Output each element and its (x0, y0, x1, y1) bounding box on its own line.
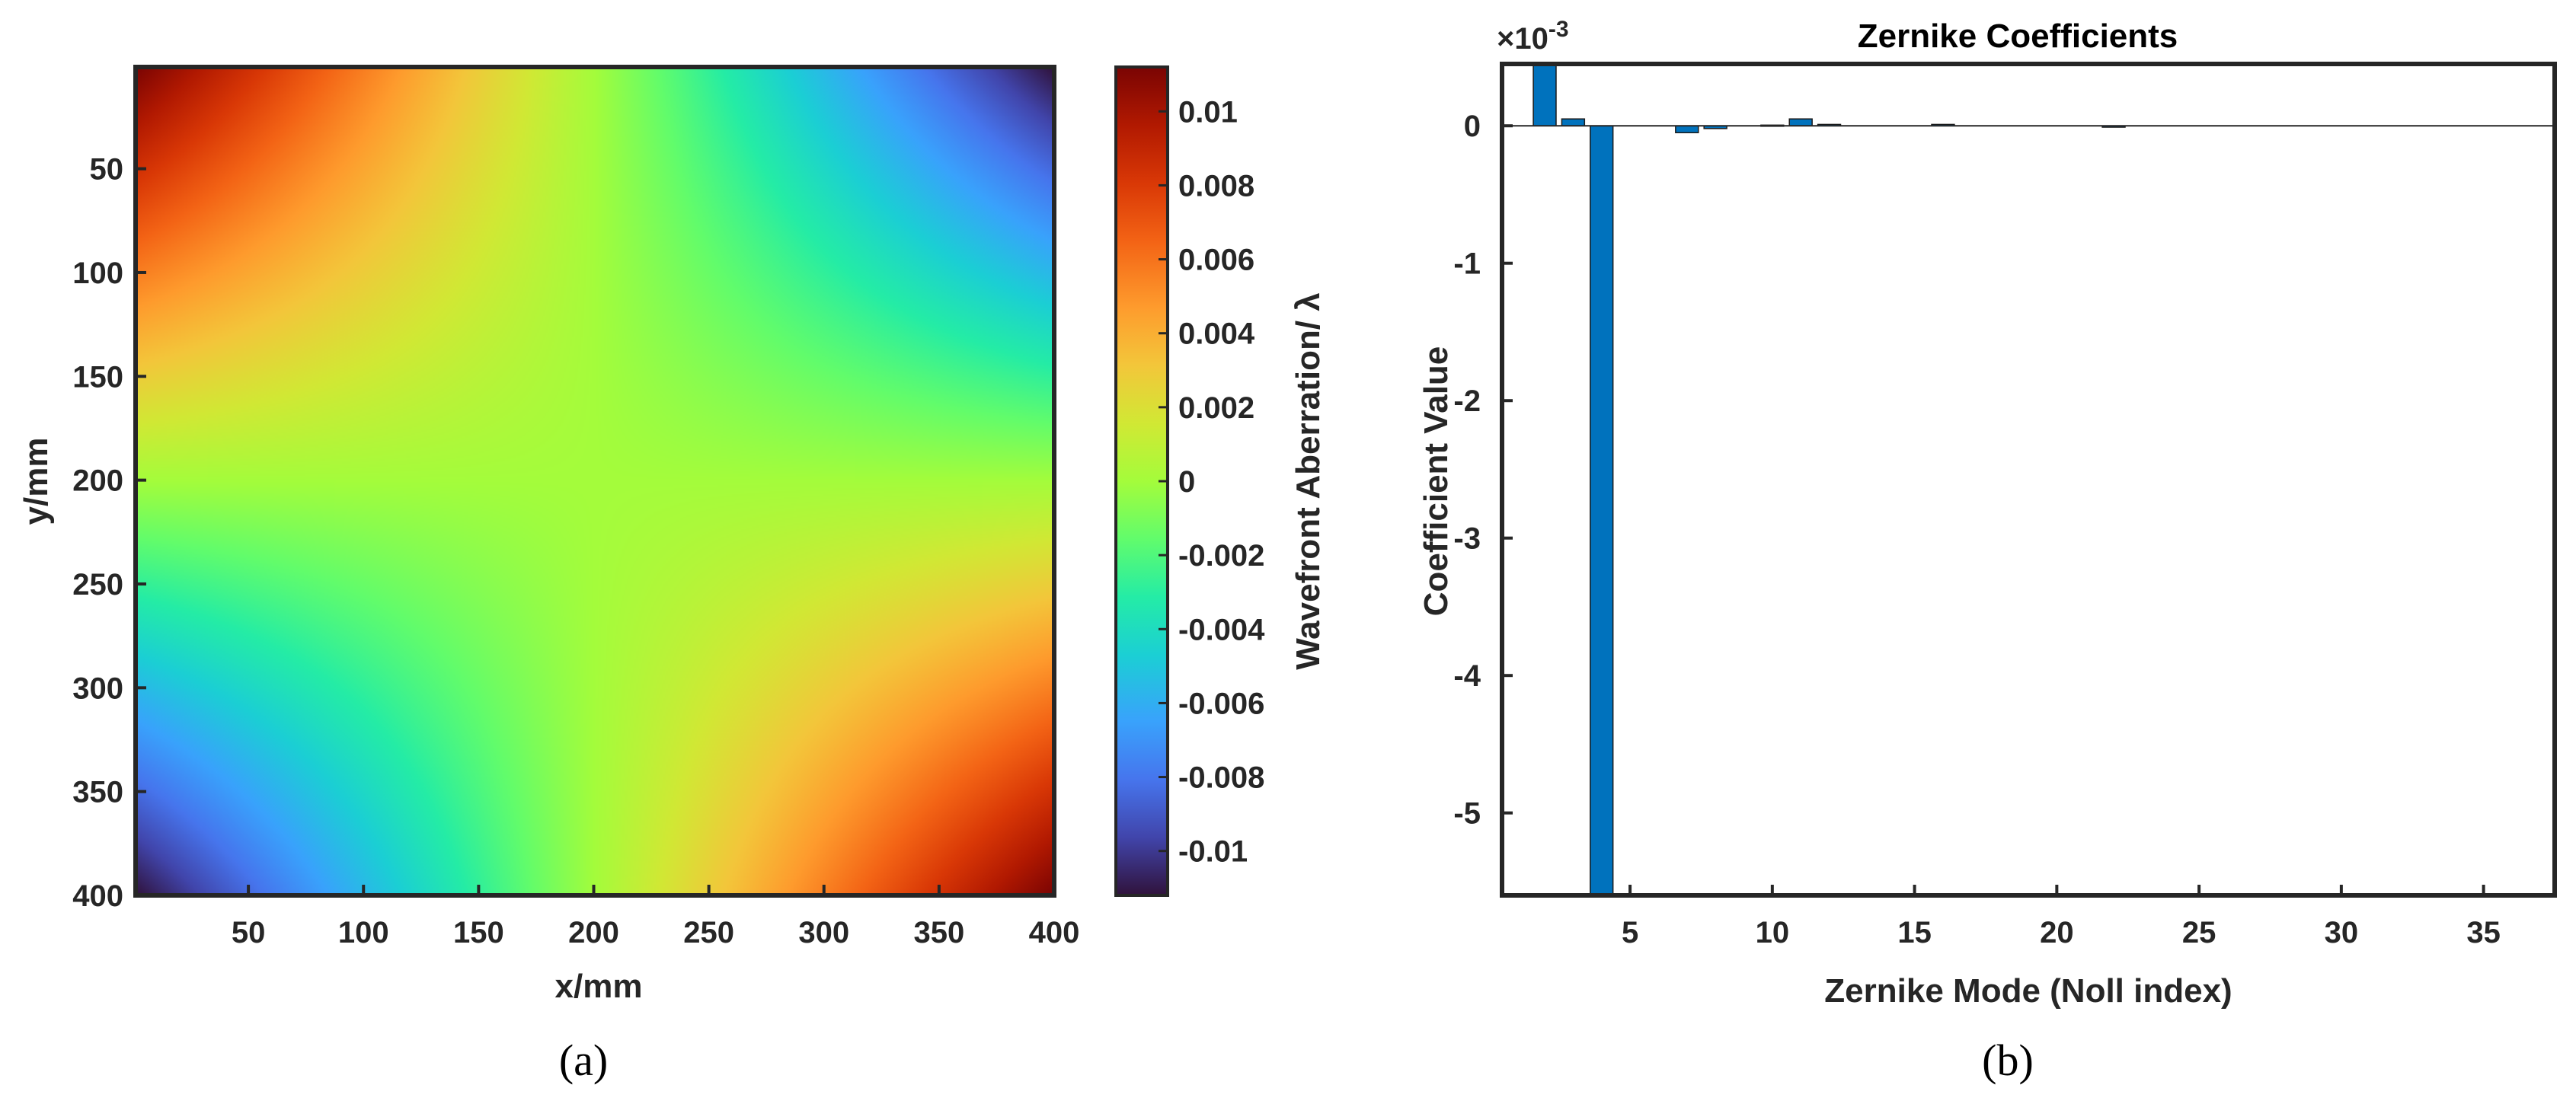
colorbar-tick-label: 0.01 (1178, 95, 1238, 129)
colorbar-tick-label: -0.01 (1178, 835, 1248, 869)
colorbar-tick-label: 0.008 (1178, 169, 1254, 203)
colorbar: 0.01 0.008 0.006 0.004 0.002 0 -0.002 -0.004 -0.… (1114, 65, 1327, 897)
bar-mode-4 (1590, 125, 1614, 896)
colorbar-tick-label: 0.006 (1178, 244, 1254, 277)
colorbar-tick-label: 0.004 (1178, 317, 1255, 351)
colorbar-tick-label: -0.002 (1178, 539, 1264, 573)
heatmap-y-tick-label: 350 (72, 776, 123, 809)
heatmap-x-tick-label: 350 (913, 916, 964, 949)
heatmap-x-tick-label: 100 (338, 916, 389, 949)
colorbar-tick-label: -0.008 (1178, 761, 1264, 795)
bar-y-tick-label: -2 (1453, 384, 1481, 418)
heatmap-x-tick-label: 50 (232, 916, 266, 949)
bar-y-tick-label: -1 (1453, 247, 1481, 281)
heatmap-x-tick-label: 300 (798, 916, 849, 949)
bar-y-tick-label: -4 (1453, 659, 1481, 693)
heatmap-y-ticks: 50 100 150 200 250 300 350 400 (72, 153, 146, 913)
bar-x-tick-label: 30 (2325, 916, 2359, 949)
bar-y-tick-label: -3 (1453, 522, 1481, 556)
y-multiplier-exponent: -3 (1548, 17, 1569, 42)
heatmap-panel: 50 100 150 200 250 300 350 400 50 100 150 200 250 30… (18, 65, 1327, 1085)
bar-mode-2 (1532, 63, 1557, 126)
colorbar-tick-label: 0 (1178, 465, 1195, 499)
heatmap-y-tick-label: 100 (72, 257, 123, 290)
bar-mode-3 (1561, 118, 1586, 126)
panel-b-caption: (b) (1982, 1035, 2034, 1085)
bar-x-ticks: 5 10 15 20 25 30 35 (1622, 885, 2501, 949)
panel-a-caption: (a) (559, 1035, 608, 1085)
bar-y-tick-label: 0 (1464, 110, 1481, 143)
heatmap-y-tick-label: 250 (72, 568, 123, 601)
bar-y-label: Coefficient Value (1417, 346, 1455, 617)
heatmap-y-tick-label: 200 (72, 464, 123, 498)
heatmap-x-ticks: 50 100 150 200 250 300 350 400 (232, 885, 1080, 949)
bar-chart-title: Zernike Coefficients (1858, 18, 2178, 55)
colorbar-ticks: 0.01 0.008 0.006 0.004 0.002 0 -0.002 -0.004 -0.… (1159, 95, 1265, 869)
bar-panel: Zernike Coefficients ×10-3 5 10 15 20 25 30 35… (1417, 17, 2557, 1085)
colorbar-label: Wavefront Aberration/ λ (1290, 292, 1327, 669)
bar-x-tick-label: 10 (1756, 916, 1790, 949)
bar-mode-11 (1788, 118, 1813, 126)
bar-x-tick-label: 15 (1897, 916, 1932, 949)
heatmap-image (136, 67, 1054, 895)
heatmap-y-tick-label: 400 (72, 879, 123, 913)
bar-x-tick-label: 20 (2040, 916, 2074, 949)
bar-plot-frame (1500, 62, 2557, 898)
heatmap-x-tick-label: 400 (1029, 916, 1080, 949)
y-multiplier: ×10-3 (1497, 17, 1569, 56)
colorbar-tick-label: -0.004 (1178, 613, 1265, 646)
bar-x-tick-label: 5 (1622, 916, 1638, 949)
heatmap-y-label: y/mm (18, 438, 55, 525)
heatmap-y-tick-label: 150 (72, 360, 123, 394)
heatmap-x-label: x/mm (555, 968, 643, 1005)
bar-y-tick-label: -5 (1453, 797, 1481, 831)
heatmap-x-tick-label: 150 (453, 916, 504, 949)
colorbar-tick-label: -0.006 (1178, 687, 1264, 720)
bar-y-ticks: 0 -1 -2 -3 -4 -5 (1453, 110, 1513, 831)
heatmap-x-tick-label: 250 (683, 916, 734, 949)
bar-x-tick-label: 35 (2466, 916, 2501, 949)
bar-series (1532, 63, 2126, 896)
bar-x-tick-label: 25 (2182, 916, 2216, 949)
heatmap-x-tick-label: 200 (568, 916, 619, 949)
bar-mode-7 (1675, 125, 1699, 133)
bar-x-label: Zernike Mode (Noll index) (1824, 972, 2232, 1010)
heatmap-y-tick-label: 300 (72, 672, 123, 705)
y-multiplier-base: ×10 (1497, 22, 1548, 56)
heatmap-y-tick-label: 50 (90, 153, 124, 187)
colorbar-tick-label: 0.002 (1178, 391, 1254, 425)
